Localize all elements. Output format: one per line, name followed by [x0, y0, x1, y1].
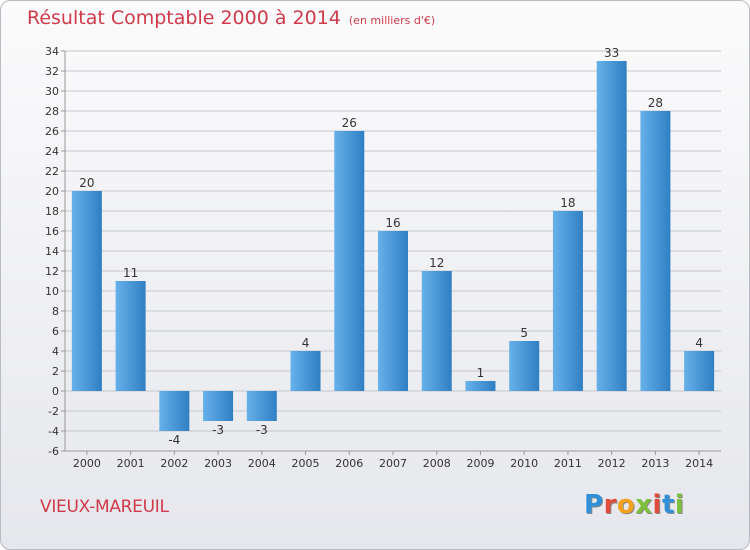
data-label-2006: 26: [342, 116, 357, 130]
bar-2005: [290, 351, 321, 391]
y-tick-label: 12: [45, 265, 59, 278]
x-tick-label: 2013: [641, 457, 669, 470]
x-tick-label: 2006: [335, 457, 363, 470]
y-tick-label: 24: [45, 145, 59, 158]
logo-letter: o: [616, 490, 636, 520]
bar-2006: [334, 131, 365, 391]
bars: [71, 61, 715, 431]
logo-letter: i: [674, 490, 685, 520]
data-label-2003: -3: [212, 423, 224, 437]
bar-2008: [421, 271, 452, 391]
bar-2002: [159, 391, 190, 431]
y-tick-label: 34: [45, 45, 59, 58]
y-tick-label: 2: [52, 365, 59, 378]
data-label-2012: 33: [604, 46, 619, 60]
bar-2001: [115, 281, 146, 391]
data-label-2008: 12: [429, 256, 444, 270]
bar-2011: [552, 211, 583, 391]
logo-letter: i: [652, 490, 662, 520]
bar-2009: [465, 381, 496, 391]
y-tick-label: 4: [52, 345, 59, 358]
data-label-2007: 16: [385, 216, 400, 230]
data-label-2011: 18: [560, 196, 575, 210]
data-label-2005: 4: [302, 336, 310, 350]
y-tick-label: -6: [48, 445, 59, 458]
data-label-2000: 20: [79, 176, 94, 190]
x-tick-label: 2001: [117, 457, 145, 470]
x-tick-label: 2010: [510, 457, 538, 470]
y-tick-label: 28: [45, 105, 59, 118]
y-tick-label: 30: [45, 85, 59, 98]
title-block: Résultat Comptable 2000 à 2014 (en millie…: [27, 7, 435, 29]
x-tick-label: 2009: [466, 457, 494, 470]
logo-letter: r: [603, 490, 617, 520]
y-tick-label: 16: [45, 225, 59, 238]
y-tick-label: 20: [45, 185, 59, 198]
x-tick-label: 2003: [204, 457, 232, 470]
data-label-2002: -4: [168, 433, 180, 447]
x-tick-label: 2014: [685, 457, 713, 470]
bar-2013: [640, 111, 671, 391]
x-tick-label: 2002: [160, 457, 188, 470]
x-tick-label: 2012: [598, 457, 626, 470]
y-tick-label: -4: [48, 425, 59, 438]
bar-2014: [684, 351, 715, 391]
data-label-2009: 1: [477, 366, 485, 380]
logo-letter: x: [635, 490, 653, 520]
y-tick-label: 18: [45, 205, 59, 218]
x-tick-label: 2000: [73, 457, 101, 470]
bar-2000: [71, 191, 102, 391]
bar-2012: [596, 61, 627, 391]
bar-2010: [509, 341, 540, 391]
y-tick-label: 14: [45, 245, 59, 258]
data-label-2004: -3: [256, 423, 268, 437]
logo-letter: P: [584, 490, 604, 520]
town-name: VIEUX-MAREUIL: [40, 497, 169, 517]
data-label-2014: 4: [695, 336, 703, 350]
logo-letter: t: [661, 490, 675, 520]
bar-2004: [246, 391, 277, 421]
chart-subtitle: (en milliers d'€): [348, 14, 436, 27]
y-tick-label: 6: [52, 325, 59, 338]
y-tick-label: 10: [45, 285, 59, 298]
axes: [61, 50, 721, 455]
x-tick-label: 2011: [554, 457, 582, 470]
y-tick-label: -2: [48, 405, 59, 418]
data-label-2010: 5: [520, 326, 528, 340]
data-label-2013: 28: [648, 96, 663, 110]
data-label-2001: 11: [123, 266, 138, 280]
proxiti-logo: Proxiti: [584, 490, 684, 520]
x-tick-label: 2008: [423, 457, 451, 470]
y-tick-label: 8: [52, 305, 59, 318]
bar-2007: [378, 231, 408, 391]
x-tick-label: 2005: [292, 457, 320, 470]
x-tick-label: 2004: [248, 457, 276, 470]
x-tick-label: 2007: [379, 457, 407, 470]
y-tick-label: 26: [45, 125, 59, 138]
y-tick-label: 22: [45, 165, 59, 178]
y-tick-label: 32: [45, 65, 59, 78]
labels: -6-4-20246810121416182022242628303234202…: [45, 45, 713, 470]
chart-title: Résultat Comptable 2000 à 2014: [27, 7, 341, 29]
bar-2003: [203, 391, 234, 421]
y-tick-label: 0: [52, 385, 59, 398]
